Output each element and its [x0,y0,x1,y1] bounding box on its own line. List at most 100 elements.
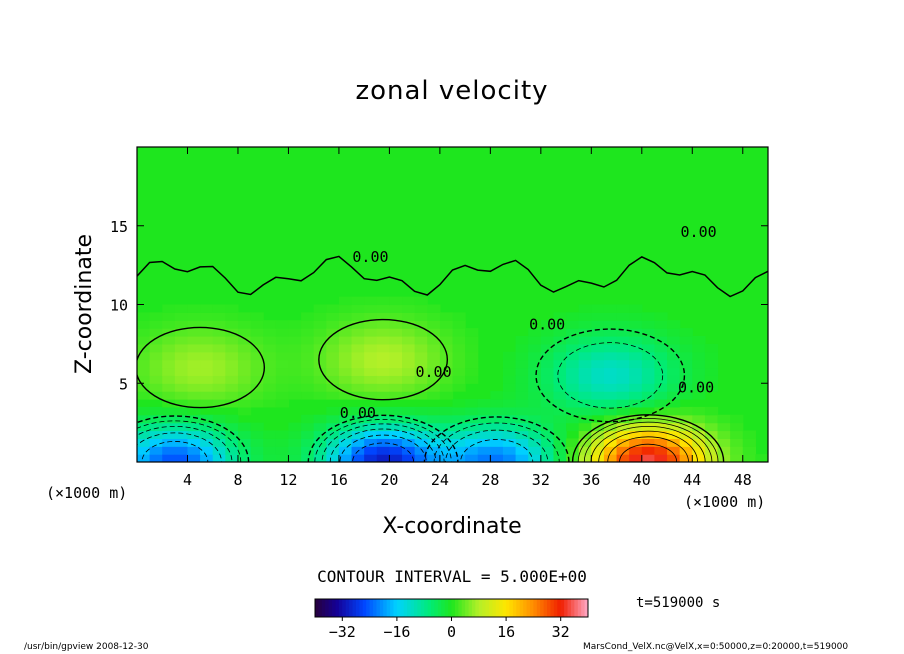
field-cell [263,351,277,361]
field-cell [162,343,176,353]
contour-line [321,423,445,462]
colorbar-cell [509,599,514,617]
field-cell [376,406,390,416]
field-cell [679,414,693,424]
field-cell [250,422,264,432]
colorbar-cell [431,599,435,617]
field-cell [301,343,315,353]
field-cell [351,375,365,384]
field-cell [149,336,163,345]
field-cell [237,430,252,439]
field-cell [174,336,189,345]
field-cell [427,367,441,376]
field-cell [364,391,378,400]
field-cell [225,359,239,369]
x-tick-label: 16 [330,471,348,489]
field-cell [566,367,580,376]
field-cell [212,399,226,408]
field-cell [477,438,491,447]
field-cell [389,383,403,392]
field-cell [225,304,239,313]
field-cell [402,406,416,416]
field-cell [553,414,567,424]
field-cell [755,454,768,462]
field-cell [452,367,466,376]
field-cell [616,343,630,353]
field-cell [389,367,403,376]
field-cell [452,351,466,361]
field-cell [351,336,365,345]
field-cell [313,391,327,400]
field-cell [427,328,441,337]
contour-label: 0.00 [678,379,714,397]
field-cell [237,446,252,455]
field-cell [629,383,643,392]
field-cell [338,406,353,416]
field-cell [414,304,428,313]
field-cell [654,359,668,369]
field-cell [654,391,668,400]
field-cell [616,406,630,416]
field-cell [162,438,176,447]
field-cell [174,391,189,400]
field-cell [212,328,226,337]
field-cell [263,454,277,462]
field-cell [502,446,517,455]
field-cell [603,312,618,321]
field-cell [263,359,277,369]
field-cell [566,422,580,432]
colorbar-cell [540,599,545,617]
field-cell [149,367,163,376]
field-cell [591,446,605,455]
field-cell [137,312,151,321]
field-cell [275,454,290,462]
field-cell [364,351,378,361]
field-cell [389,430,403,439]
field-cell [654,446,668,455]
field-cell [717,422,731,432]
colorbar-cell [492,599,497,617]
field-cell [641,336,656,345]
colorbar-cell [362,599,367,617]
field-cell [237,383,252,392]
field-cell [553,312,567,321]
field-cell [326,414,340,424]
field-cell [452,438,466,447]
x-tick-label: 24 [431,471,449,489]
field-cell [301,454,315,462]
field-cell [465,454,479,462]
colorbar-cell [451,599,456,617]
contour-label: 0.00 [416,363,452,381]
field-cell [187,454,201,462]
field-cell [553,406,567,416]
field-cell [174,359,189,369]
field-cell [465,351,479,361]
field-cell [225,383,239,392]
field-cell [667,351,681,361]
field-cell [225,422,239,432]
field-cell [200,438,214,447]
y-tick-label: 15 [110,218,128,236]
field-cell [301,367,315,376]
field-cell [364,454,378,462]
field-cell [578,422,592,432]
field-cell [439,391,454,400]
field-cell [225,399,239,408]
field-cell [566,343,580,353]
field-cell [465,367,479,376]
field-cell [149,383,163,392]
field-cell [162,351,176,361]
field-cell [351,367,365,376]
field-cell [692,391,706,400]
contour-interval-text: CONTOUR INTERVAL = 5.000E+00 [317,567,587,586]
field-cell [717,430,731,439]
field-cell [629,454,643,462]
field-cell [641,422,656,432]
colorbar-cell [349,599,354,617]
field-cell [603,375,618,384]
field-cell [364,336,378,345]
field-cell [515,422,529,432]
field-cell [742,438,756,447]
field-cell [553,399,567,408]
field-cell [654,312,668,321]
